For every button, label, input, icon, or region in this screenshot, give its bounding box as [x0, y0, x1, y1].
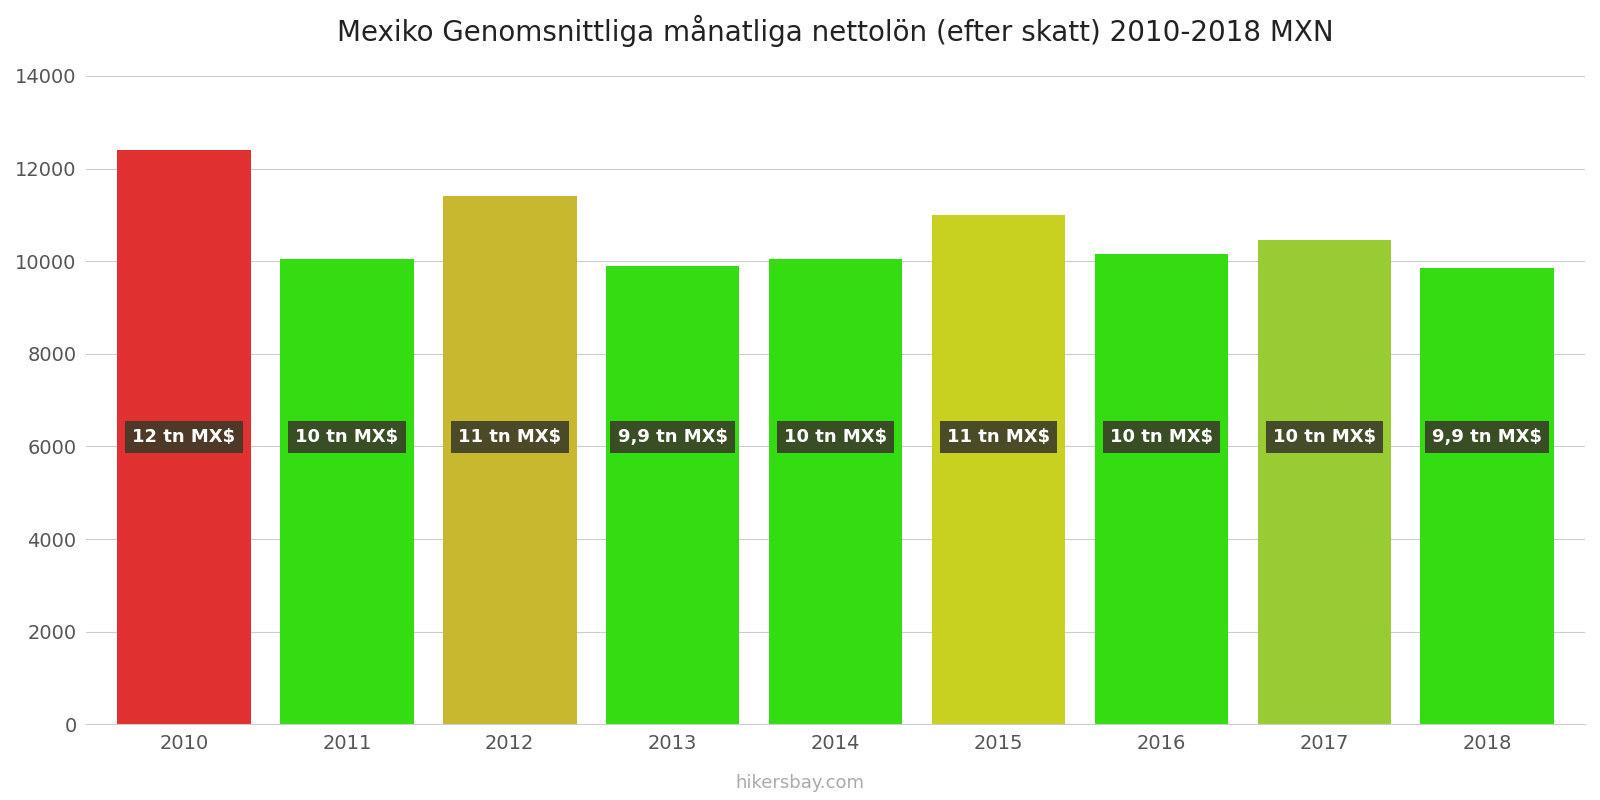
Text: 11 tn MX$: 11 tn MX$	[947, 428, 1050, 446]
Text: 12 tn MX$: 12 tn MX$	[133, 428, 235, 446]
Text: 10 tn MX$: 10 tn MX$	[296, 428, 398, 446]
Text: 11 tn MX$: 11 tn MX$	[458, 428, 562, 446]
Text: 10 tn MX$: 10 tn MX$	[784, 428, 886, 446]
Title: Mexiko Genomsnittliga månatliga nettolön (efter skatt) 2010-2018 MXN: Mexiko Genomsnittliga månatliga nettolön…	[338, 15, 1334, 47]
Bar	[117, 150, 251, 724]
Bar	[931, 215, 1066, 724]
Text: 10 tn MX$: 10 tn MX$	[1272, 428, 1376, 446]
Text: hikersbay.com: hikersbay.com	[736, 774, 864, 792]
Text: 9,9 tn MX$: 9,9 tn MX$	[1432, 428, 1542, 446]
Bar	[770, 259, 902, 724]
Bar	[280, 259, 414, 724]
Bar	[1094, 254, 1229, 724]
Text: 10 tn MX$: 10 tn MX$	[1110, 428, 1213, 446]
Text: 9,9 tn MX$: 9,9 tn MX$	[618, 428, 728, 446]
Bar	[443, 196, 576, 724]
Bar	[606, 266, 739, 724]
Bar	[1258, 240, 1390, 724]
Bar	[1421, 268, 1554, 724]
